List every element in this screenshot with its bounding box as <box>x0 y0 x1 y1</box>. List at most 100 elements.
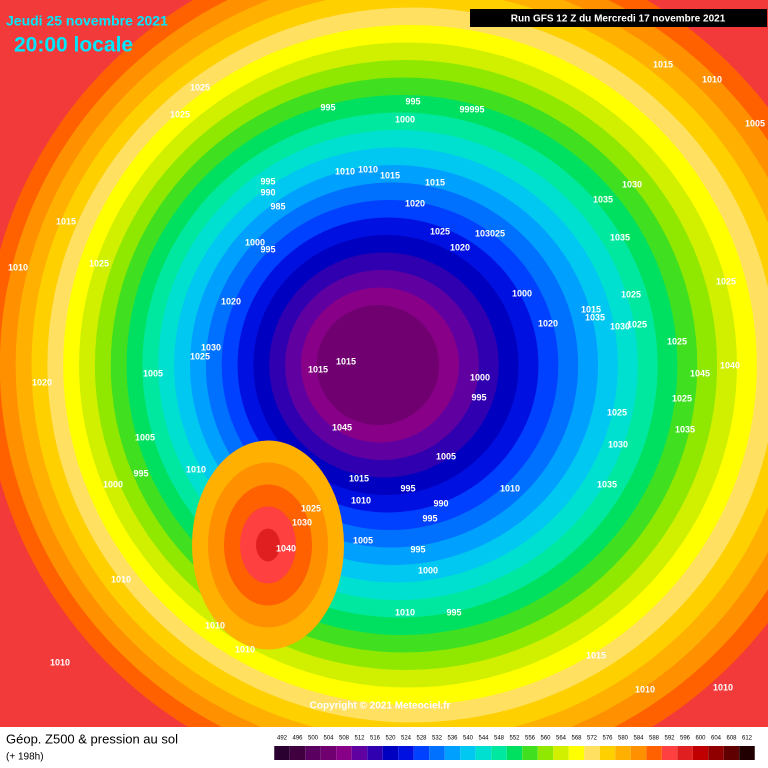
scale-label: 544 <box>478 736 489 742</box>
pressure-label: 1045 <box>690 368 710 378</box>
scale-swatch <box>320 746 337 760</box>
scale-swatch <box>522 746 538 760</box>
scale-label: 564 <box>556 736 567 742</box>
legend-title: Géop. Z500 & pression au sol <box>6 731 178 746</box>
scale-label: 600 <box>695 736 706 742</box>
pressure-label: 1015 <box>56 216 76 226</box>
scale-swatch <box>351 746 368 760</box>
scale-swatch <box>460 746 476 760</box>
scale-swatch <box>367 746 383 760</box>
pressure-label: 1020 <box>32 377 52 387</box>
pressure-label: 1010 <box>395 607 415 617</box>
pressure-label: 1015 <box>653 59 673 69</box>
scale-label: 592 <box>664 736 675 742</box>
pressure-label: 995 <box>422 513 437 523</box>
pressure-label: 1025 <box>301 503 321 513</box>
scale-label: 524 <box>401 736 412 742</box>
pressure-label: 1015 <box>425 177 445 187</box>
pressure-label: 1015 <box>380 170 400 180</box>
pressure-label: 1035 <box>585 312 605 322</box>
run: Run GFS 12 Z du Mercredi 17 novembre 202… <box>511 14 726 25</box>
scale-swatch <box>398 746 414 760</box>
pressure-label: 1030 <box>608 439 628 449</box>
pressure-label: 1015 <box>308 364 328 374</box>
scale-label: 584 <box>633 736 644 742</box>
scale-swatch <box>692 746 709 760</box>
pressure-label: 1010 <box>50 657 70 667</box>
pressure-label: 1035 <box>593 194 613 204</box>
pressure-label: 1030 <box>292 517 312 527</box>
scale-swatch <box>723 746 740 760</box>
pressure-label: 1005 <box>745 118 765 128</box>
scale-label: 608 <box>726 736 737 742</box>
scale-swatch <box>274 746 290 760</box>
scale-label: 560 <box>540 736 551 742</box>
pressure-label: 995 <box>405 96 420 106</box>
pressure-label: 1010 <box>335 166 355 176</box>
contour-band <box>316 305 440 425</box>
pressure-label: 985 <box>270 201 285 211</box>
pressure-label: 990 <box>433 498 448 508</box>
copyright: Copyright © 2021 Meteociel.fr <box>310 701 451 712</box>
scale-label: 580 <box>618 736 629 742</box>
scale-swatch <box>444 746 461 760</box>
pressure-label: 1000 <box>395 114 415 124</box>
scale-swatch <box>739 746 755 760</box>
pressure-label: 1035 <box>597 479 617 489</box>
scale-swatch <box>599 746 616 760</box>
scale-swatch <box>661 746 678 760</box>
scale-swatch <box>553 746 569 760</box>
pressure-label: 1025 <box>667 336 687 346</box>
pressure-label: 1025 <box>190 82 210 92</box>
scale-swatch <box>615 746 631 760</box>
scale-swatch <box>382 746 399 760</box>
pressure-label: 995 <box>410 544 425 554</box>
legend-subtitle: (+ 198h) <box>6 752 44 763</box>
pressure-label: 990 <box>260 187 275 197</box>
pressure-label: 995 <box>260 176 275 186</box>
date: Jeudi 25 novembre 2021 <box>6 13 168 29</box>
scale-label: 500 <box>308 736 319 742</box>
scale-label: 568 <box>571 736 582 742</box>
scale-label: 492 <box>277 736 288 742</box>
scale-label: 548 <box>494 736 505 742</box>
scale-label: 496 <box>292 736 303 742</box>
scale-label: 540 <box>463 736 474 742</box>
pressure-label: 1025 <box>621 289 641 299</box>
scale-label: 512 <box>354 736 365 742</box>
pressure-label: 1030 <box>622 179 642 189</box>
pressure-label: 103025 <box>475 228 505 238</box>
pressure-label: 995 <box>133 468 148 478</box>
scale-label: 508 <box>339 736 350 742</box>
run-box <box>470 9 767 27</box>
scale-swatch <box>677 746 693 760</box>
scale-label: 532 <box>432 736 443 742</box>
scale-swatch <box>336 746 352 760</box>
pressure-label: 1000 <box>103 479 123 489</box>
scale-swatch <box>289 746 306 760</box>
scale-label: 536 <box>447 736 458 742</box>
pressure-label: 1010 <box>111 574 131 584</box>
scale-label: 516 <box>370 736 381 742</box>
pressure-label: 1000 <box>418 565 438 575</box>
scale-label: 504 <box>323 736 334 742</box>
pressure-label: 1035 <box>675 424 695 434</box>
pressure-label: 1005 <box>436 451 456 461</box>
pressure-label: 1010 <box>186 464 206 474</box>
pressure-label: 1000 <box>512 288 532 298</box>
pressure-label: 1040 <box>276 543 296 553</box>
scale-swatch <box>708 746 724 760</box>
pressure-label: 1010 <box>358 164 378 174</box>
scale-label: 576 <box>602 736 613 742</box>
pressure-label: 1020 <box>405 198 425 208</box>
scale-label: 612 <box>742 736 753 742</box>
pressure-label: 1025 <box>627 319 647 329</box>
scale-swatch <box>475 746 492 760</box>
pressure-label: 1010 <box>635 684 655 694</box>
scale-label: 520 <box>385 736 396 742</box>
pressure-label: 1030 <box>610 321 630 331</box>
scale-swatch <box>646 746 662 760</box>
